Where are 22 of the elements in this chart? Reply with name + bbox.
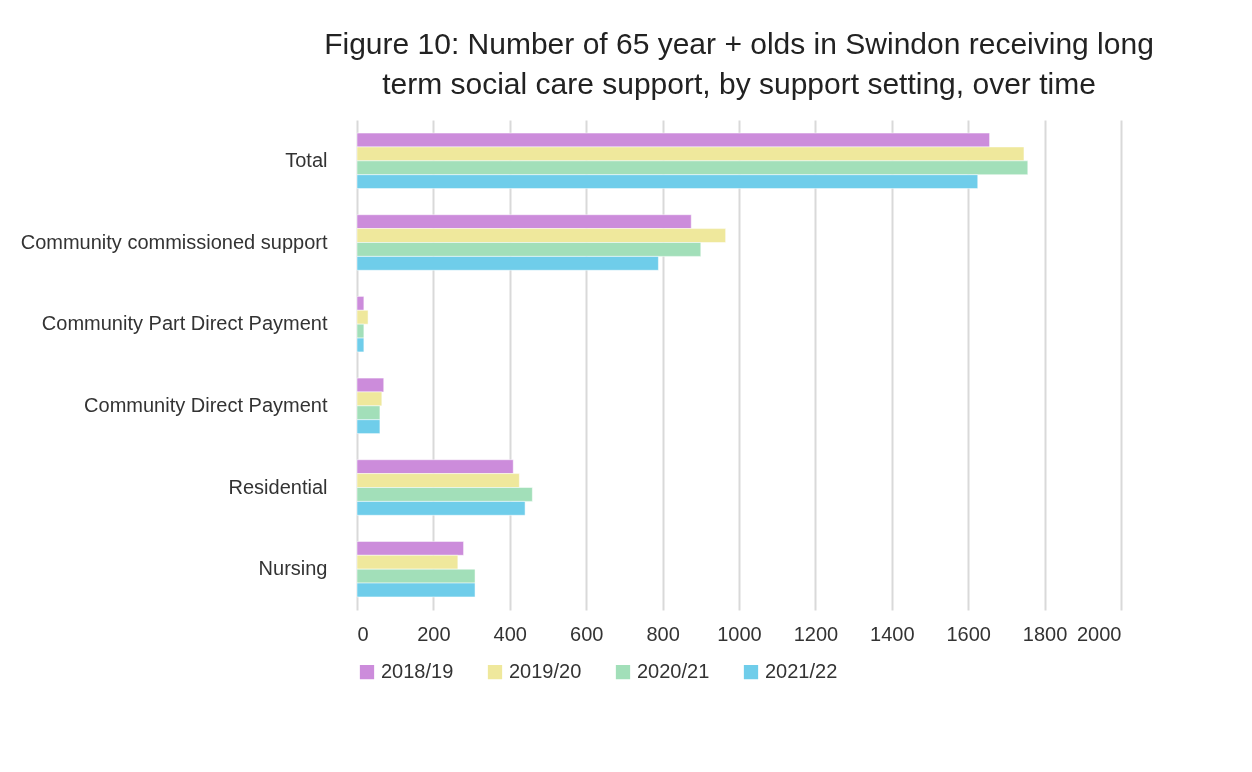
legend-label: 2018/19 — [381, 660, 454, 683]
y-tick-label: Community commissioned support — [20, 230, 328, 253]
x-tick-label: 2000 — [1077, 622, 1122, 645]
legend-label: 2021/22 — [765, 660, 838, 683]
y-tick-label: Total — [285, 148, 328, 171]
x-tick-label: 1000 — [717, 622, 762, 645]
x-tick-label: 1200 — [793, 622, 839, 645]
y-tick-label: Community Direct Payment — [84, 393, 328, 416]
x-tick-label: 400 — [493, 622, 527, 645]
legend-label: 2020/21 — [637, 660, 710, 683]
y-tick-label: Nursing — [258, 557, 328, 580]
x-tick-label: 800 — [646, 622, 680, 645]
x-tick-label: 1400 — [870, 622, 915, 645]
y-tick-label: Residential — [228, 475, 328, 498]
legend-label: 2019/20 — [509, 660, 582, 683]
y-tick-label: Community Part Direct Payment — [41, 312, 328, 335]
x-tick-label: 600 — [570, 622, 604, 645]
chart-title: Figure 10: Number of 65 year + olds in Swindon receiving long term social care support, by support setting, over time — [324, 27, 1154, 100]
x-tick-label: 200 — [417, 622, 451, 645]
x-tick-label: 1600 — [946, 622, 991, 645]
x-tick-label: 1800 — [1022, 622, 1068, 645]
x-tick-label: 0 — [357, 622, 369, 645]
